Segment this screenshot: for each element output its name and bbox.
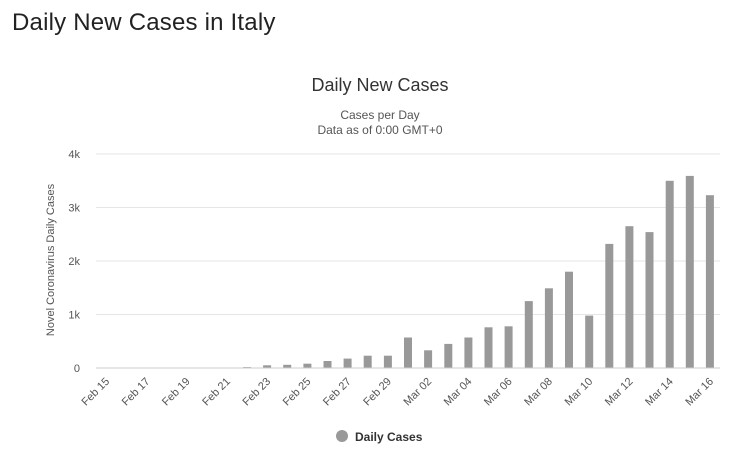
bar[interactable] bbox=[524, 301, 533, 368]
bar[interactable] bbox=[585, 315, 594, 368]
y-gridlines bbox=[96, 153, 720, 315]
legend-marker bbox=[336, 430, 348, 442]
x-tick-label: Feb 21 bbox=[200, 376, 233, 409]
y-tick-label: 3k bbox=[68, 203, 80, 215]
bar[interactable] bbox=[565, 271, 573, 368]
x-tick-label: Mar 06 bbox=[482, 376, 515, 409]
x-tick-label: Feb 17 bbox=[120, 376, 153, 409]
bar[interactable] bbox=[283, 364, 292, 368]
x-tick-label: Feb 25 bbox=[281, 376, 314, 409]
chart-title: Daily New Cases bbox=[311, 75, 448, 95]
x-tick-label: Mar 10 bbox=[563, 376, 596, 409]
x-tick-label: Mar 04 bbox=[442, 376, 475, 409]
y-tick-label: 1k bbox=[68, 310, 80, 322]
x-tick-label: Feb 23 bbox=[241, 376, 274, 409]
bar[interactable] bbox=[404, 337, 412, 369]
bar[interactable] bbox=[464, 337, 473, 369]
x-tick-label: Mar 16 bbox=[683, 376, 716, 409]
x-tick-label: Mar 08 bbox=[522, 376, 555, 409]
x-tick-label: Mar 14 bbox=[643, 376, 676, 409]
y-axis-ticks: 0 1k 2k 3k 4k bbox=[68, 149, 80, 375]
bar[interactable] bbox=[665, 180, 674, 369]
bar[interactable] bbox=[484, 327, 493, 368]
bar[interactable] bbox=[605, 243, 614, 368]
bar[interactable] bbox=[444, 343, 453, 368]
bar[interactable] bbox=[645, 232, 654, 368]
chart-subtitle-line-1: Cases per Day bbox=[340, 108, 419, 122]
legend-label-daily-cases[interactable]: Daily Cases bbox=[355, 430, 423, 444]
bar[interactable] bbox=[363, 355, 372, 368]
bar[interactable] bbox=[383, 355, 392, 368]
bar[interactable] bbox=[625, 226, 634, 368]
page-title: Daily New Cases in Italy bbox=[12, 9, 276, 36]
x-tick-label: Mar 12 bbox=[603, 376, 636, 409]
bar[interactable] bbox=[263, 365, 272, 368]
y-axis-title: Novel Coronavirus Daily Cases bbox=[45, 183, 57, 336]
x-tick-label: Feb 19 bbox=[160, 376, 193, 409]
bar-series-daily-cases bbox=[243, 175, 714, 369]
bar[interactable] bbox=[424, 350, 433, 368]
chart-subtitle-line-2: Data as of 0:00 GMT+0 bbox=[317, 123, 442, 137]
bar[interactable] bbox=[303, 363, 312, 368]
bar[interactable] bbox=[685, 175, 694, 368]
x-tick-label: Feb 15 bbox=[79, 376, 112, 409]
bar[interactable] bbox=[544, 288, 553, 368]
x-tick-label: Feb 27 bbox=[321, 376, 354, 409]
legend[interactable]: Daily Cases bbox=[336, 430, 423, 444]
y-tick-label: 0 bbox=[74, 363, 80, 375]
bar[interactable] bbox=[705, 195, 714, 368]
x-tick-label: Feb 29 bbox=[361, 376, 394, 409]
y-tick-label: 4k bbox=[68, 149, 80, 161]
bar[interactable] bbox=[504, 326, 513, 368]
x-tick-label: Mar 02 bbox=[402, 376, 435, 409]
bar[interactable] bbox=[323, 361, 332, 368]
y-tick-label: 2k bbox=[68, 256, 80, 268]
x-axis-ticks: Feb 15 Feb 17 Feb 19 Feb 21 Feb 23 Feb 25 Feb … bbox=[79, 376, 716, 409]
bar[interactable] bbox=[343, 358, 352, 368]
